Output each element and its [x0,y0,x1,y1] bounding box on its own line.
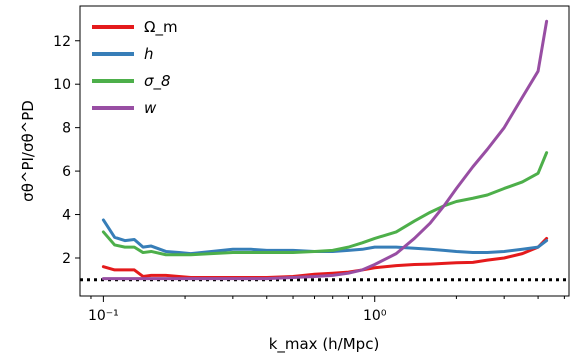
series-line-2 [101,151,549,257]
y-tick-label: 4 [62,208,71,224]
plot-frame [79,5,570,297]
series-line-1 [101,218,549,256]
tick-layer: 2 4 6 8 10 12 10⁻¹ 10⁰ [53,34,565,324]
series-layer [101,19,549,281]
x-axis-label: k_max (h/Mpc) [269,335,380,354]
legend-label-h: h [144,45,154,63]
legend-label-omega-m: Ω_m [144,18,178,37]
y-axis-label: σθ^PI/σθ^PD [19,100,37,202]
y-tick-label: 2 [62,251,71,267]
y-tick-label: 6 [62,164,71,180]
legend-item-h: h [92,45,154,63]
y-tick-label: 12 [53,34,71,50]
y-tick-label: 8 [62,121,71,137]
legend-label-w: w [144,99,157,117]
legend-item-w: w [92,99,157,117]
legend-label-sigma8: σ_8 [144,72,171,91]
series-line-0 [101,236,549,280]
x-tick-label: 10⁰ [363,308,387,324]
plot-area: 2 4 6 8 10 12 10⁻¹ 10⁰ [53,5,570,324]
series-line-3 [101,19,549,281]
legend-item-sigma8: σ_8 [92,72,171,91]
legend-item-omega-m: Ω_m [92,18,178,37]
y-tick-label: 10 [53,77,71,93]
x-tick-label: 10⁻¹ [88,308,119,324]
legend: Ω_m h σ_8 w [92,18,178,117]
